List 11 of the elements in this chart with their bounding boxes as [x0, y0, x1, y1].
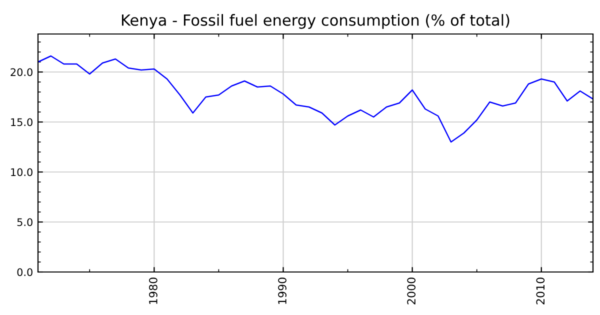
chart-title: Kenya - Fossil fuel energy consumption (% of total) [122, 14, 510, 29]
y-tick-label: 15.0 [11, 118, 32, 126]
x-tick-label: 1980 [148, 278, 158, 304]
y-tick-label: 0.0 [17, 268, 32, 276]
y-tick-label: 20.0 [10, 68, 32, 76]
line-series [38, 55, 593, 143]
y-tick-label: 10.0 [11, 168, 32, 176]
x-tick-label: 2000 [407, 278, 416, 304]
y-tick-label: 5.0 [17, 218, 32, 226]
x-tick-label: 1990 [278, 278, 286, 304]
x-tick-label: 2010 [536, 278, 545, 304]
